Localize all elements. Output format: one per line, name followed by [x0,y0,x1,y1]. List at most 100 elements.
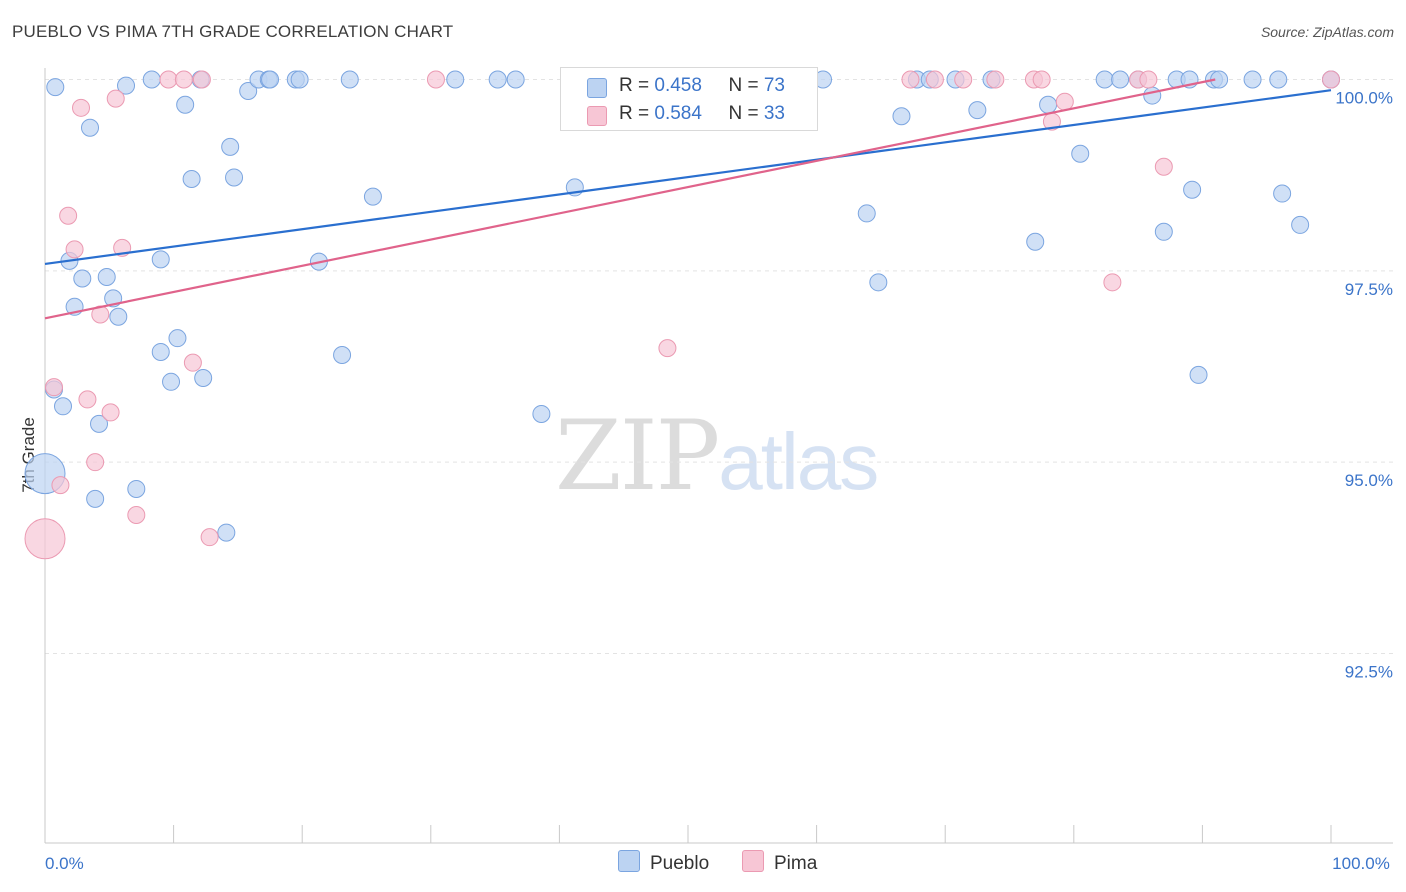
pima-point [106,89,125,108]
pueblo-point [221,137,240,156]
pueblo-point [142,70,161,89]
legend-item-pueblo[interactable]: Pueblo [618,850,709,875]
watermark-atlas: atlas [718,417,879,506]
pueblo-point [90,414,109,433]
pima-point [1322,70,1340,89]
pima-point [901,70,920,89]
pueblo-point [857,204,876,223]
pueblo-point [1026,232,1045,251]
pima-point [51,476,70,495]
pueblo-point [176,95,195,114]
x-tick-label: 100.0% [1332,854,1390,873]
pueblo-point [1291,215,1310,234]
stats-legend-pima: R = 0.584 N = 33 [561,100,817,130]
pueblo-point [225,168,244,187]
x-tick-label: 0.0% [45,854,84,873]
pima-point [426,70,445,89]
pueblo-point [532,404,551,423]
pueblo-point [333,346,352,365]
pueblo-trend-line [44,89,1332,266]
pueblo-point [892,107,911,126]
y-tick-label: 97.5% [1345,280,1393,299]
watermark-zip: ZIP [555,400,720,512]
pima-n-value: 33 [763,103,785,124]
pima-point [127,505,146,524]
stats-legend-pueblo: R = 0.458 N = 73 [561,72,817,102]
pima-point [174,70,193,89]
pima-n-label: N = [728,103,764,124]
pima-point [658,339,677,358]
pueblo-point [109,307,128,326]
pima-point [59,206,78,225]
pima-point [1055,92,1074,111]
pima-point [200,528,219,547]
pima-point [183,353,202,372]
chart-title: PUEBLO VS PIMA 7TH GRADE CORRELATION CHA… [12,22,454,41]
series-legend: Pueblo Pima [0,850,1406,880]
pima-point [86,453,105,472]
pueblo-point [117,76,136,95]
pueblo-point [168,329,187,348]
pueblo-point [151,342,170,361]
pueblo-point [340,70,359,89]
pueblo-point [1243,70,1262,89]
pima-r-value: 0.584 [654,103,702,124]
pueblo-point [1111,70,1130,89]
pima-point [925,70,944,89]
pima-point [1032,70,1051,89]
pueblo-point [182,169,201,188]
pueblo-point [1183,180,1202,199]
pueblo-point [446,70,465,89]
pima-point [1103,273,1122,292]
pueblo-point [1039,95,1058,114]
y-tick-label: 92.5% [1345,663,1393,682]
pueblo-point [151,250,170,269]
pima-point [72,98,91,117]
pueblo-swatch [587,78,607,98]
legend-pueblo-swatch [618,850,640,872]
pueblo-point [217,523,236,542]
pueblo-point [194,368,213,387]
pima-point [954,70,973,89]
pima-point [159,70,178,89]
pima-point [986,70,1005,89]
pueblo-r-label: R = [619,75,655,96]
pima-point [192,70,211,89]
pueblo-point [1154,222,1173,241]
pueblo-point [261,70,280,89]
pima-point [101,403,120,422]
pima-point [45,378,64,397]
watermark: ZIPatlas [555,400,879,512]
stats-legend: R = 0.458 N = 73 R = 0.584 N = 33 [560,67,818,131]
pueblo-point [1269,70,1288,89]
y-tick-label: 95.0% [1345,471,1393,490]
pueblo-point [968,101,987,120]
legend-item-pima[interactable]: Pima [742,850,817,875]
pueblo-point [81,118,100,137]
pueblo-n-value: 73 [763,75,785,96]
pueblo-point [1143,86,1162,105]
pueblo-r-value: 0.458 [654,75,702,96]
pueblo-point [97,267,116,286]
pima-r-label: R = [619,103,655,124]
pueblo-point [54,397,73,416]
pueblo-point [239,81,258,100]
pueblo-point [73,269,92,288]
pueblo-point [869,273,888,292]
pueblo-point [363,187,382,206]
pueblo-point [162,372,181,391]
pueblo-n-label: N = [728,75,764,96]
pueblo-point [290,70,309,89]
source-label: Source: ZipAtlas.com [1260,24,1394,40]
pueblo-point [1071,144,1090,163]
legend-pima-label: Pima [774,853,818,874]
pueblo-point [86,489,105,508]
legend-pueblo-label: Pueblo [650,853,710,874]
pima-point [65,240,84,259]
pueblo-point [1273,184,1292,203]
legend-pima-swatch [742,850,764,872]
pueblo-point [506,70,525,89]
pueblo-point [1095,70,1114,89]
pima-point [78,390,97,409]
